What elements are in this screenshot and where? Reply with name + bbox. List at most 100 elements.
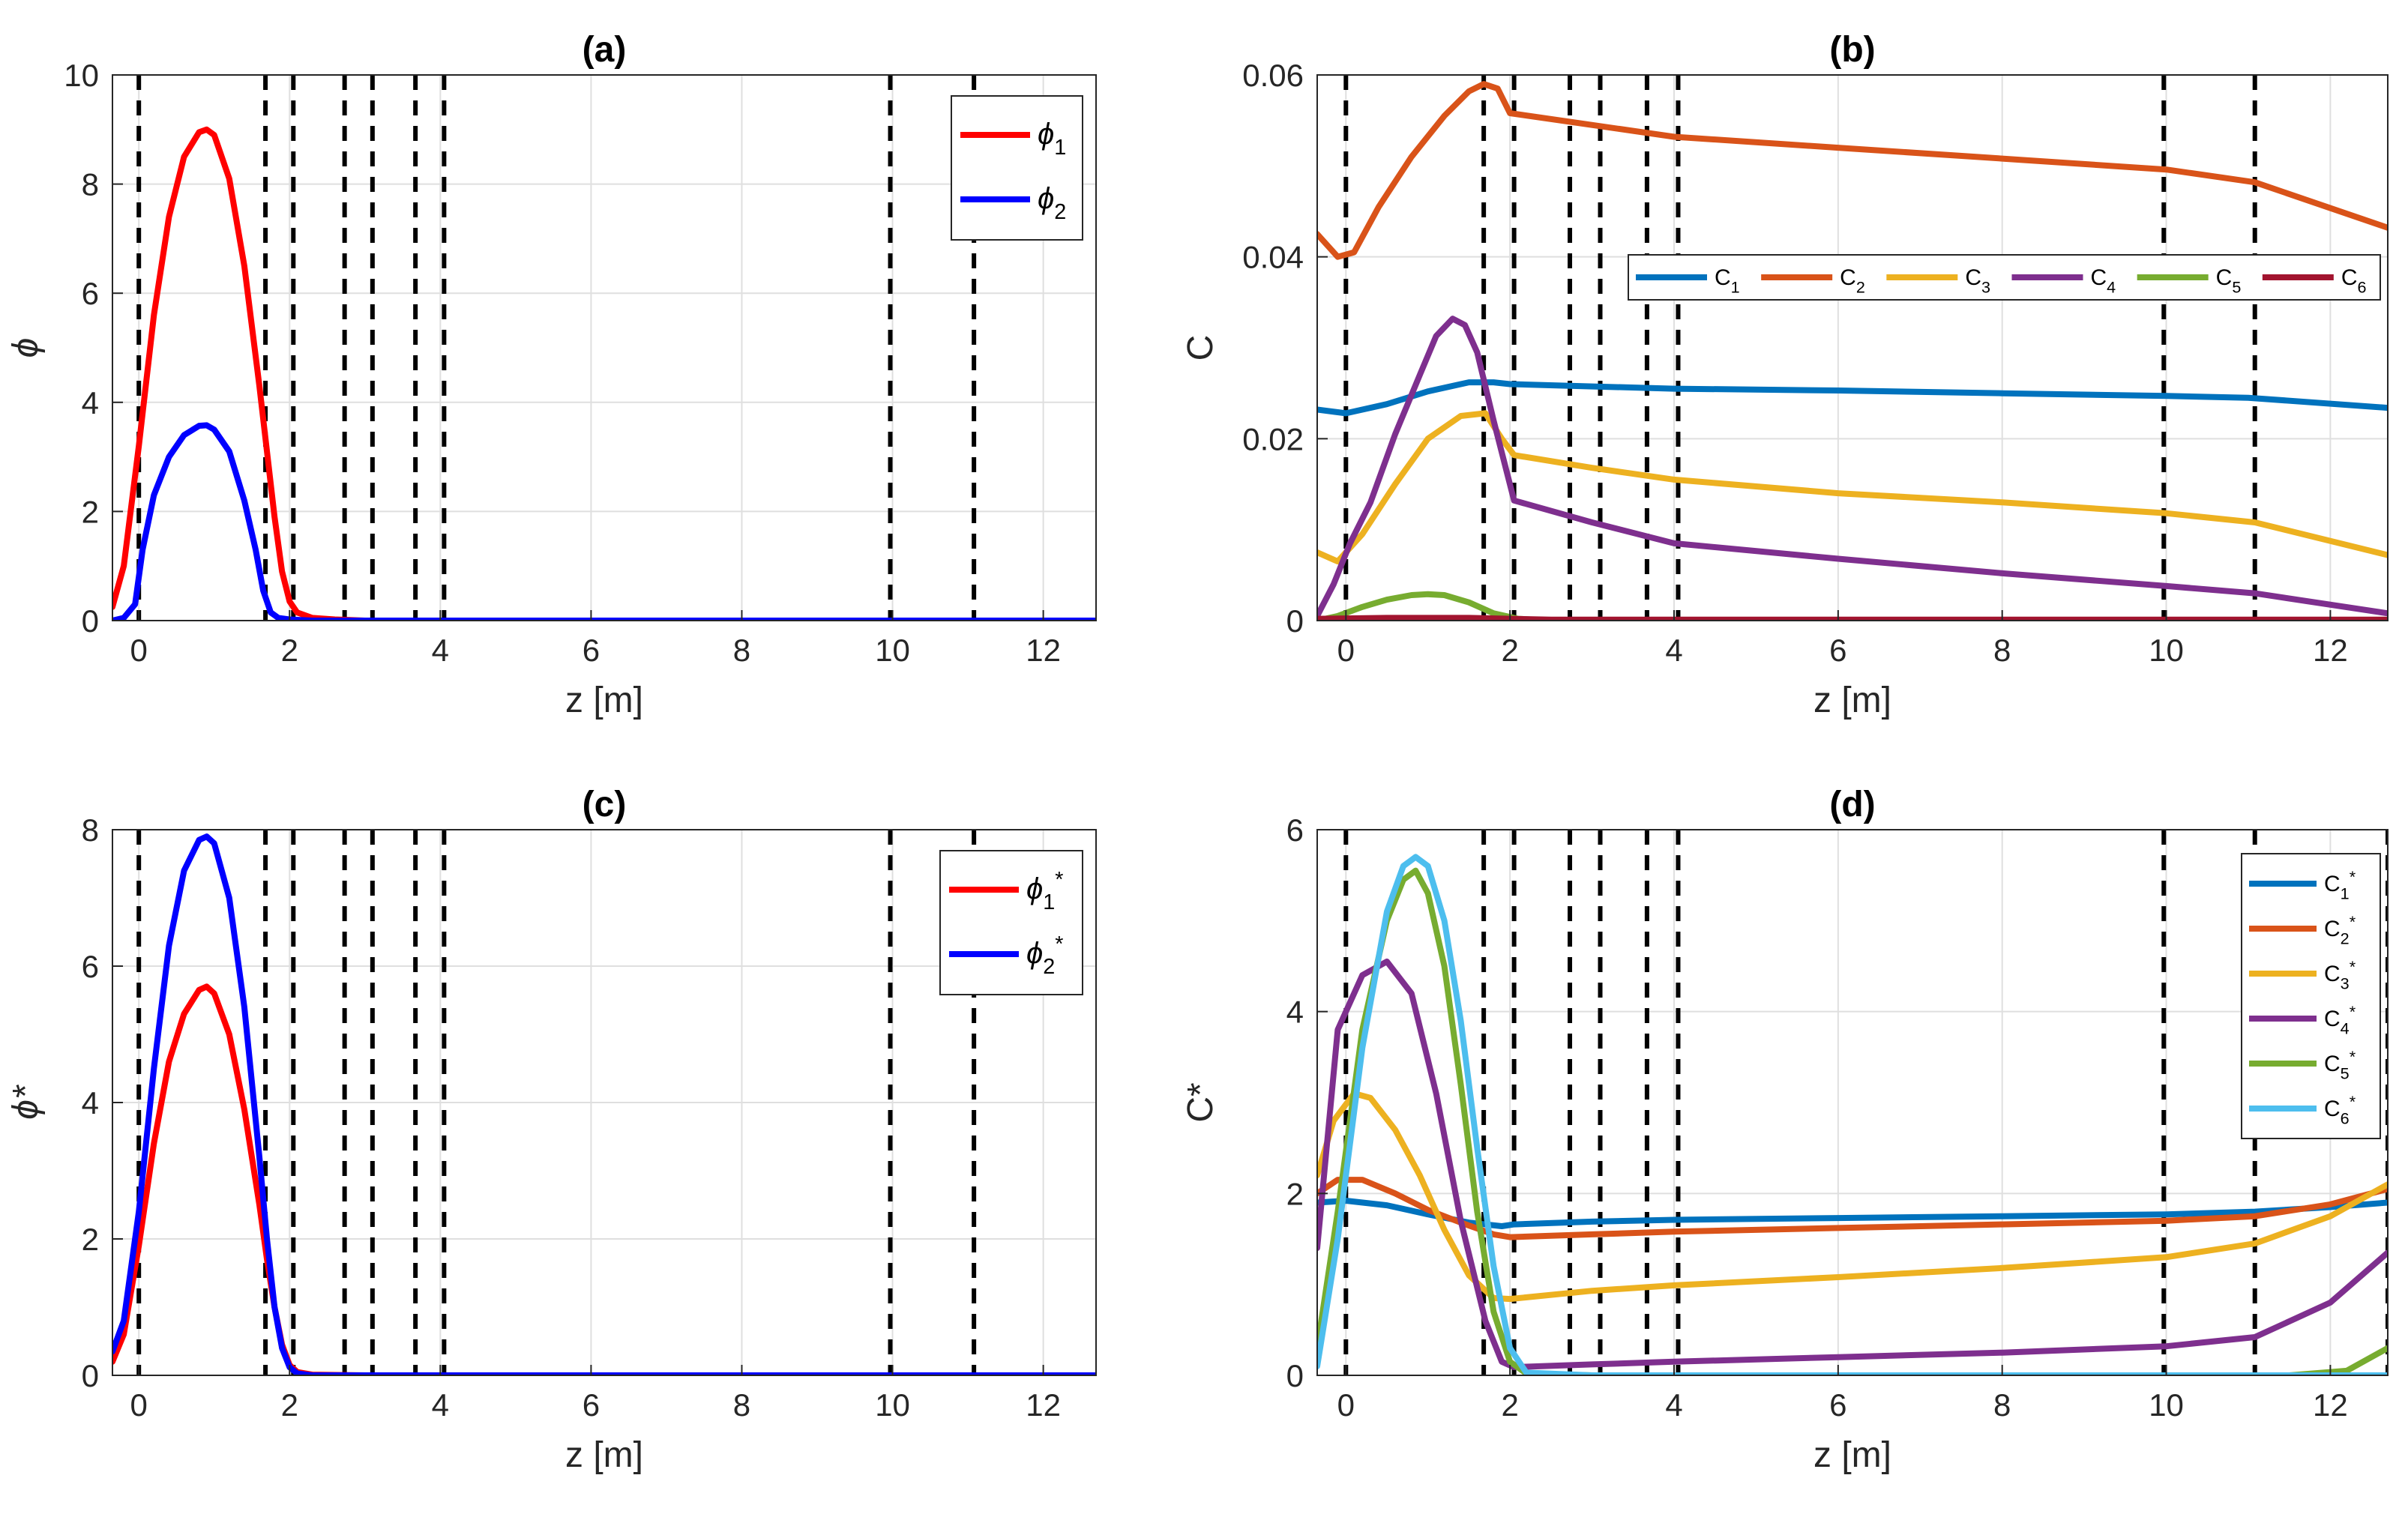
x-tick-label: 10 [2149,1387,2184,1423]
grid [1317,829,2388,1376]
legend-label: C6 [2341,265,2367,297]
series-line-C6-star [1317,854,2388,1375]
y-axis-label: C [1181,335,1220,361]
legend: ϕ1 ϕ2 [951,95,1083,241]
y-axis-label: C* [1181,1082,1220,1122]
legend-label: ϕ2 [1038,182,1066,224]
legend-label: C1* [2324,867,2356,903]
y-axis-label: ϕ [6,338,46,358]
x-tick-label: 6 [583,1387,600,1423]
y-tick-label: 0.02 [1242,421,1304,456]
series-line-C3 [1317,410,2388,565]
legend-label: C4 [2091,265,2116,297]
x-axis-label: z [m] [1813,681,1891,720]
x-tick-label: 10 [875,633,910,668]
series-line-2-star [112,833,1096,1375]
y-axis-label: ϕ* [6,1085,46,1120]
legend-label: ϕ2* [1026,932,1063,979]
x-tick-label: 12 [1026,1387,1061,1423]
series-line-C5 [1317,591,2388,621]
x-tick-label: 0 [130,1387,148,1423]
series-group [112,833,1096,1375]
x-tick-label: 4 [1665,633,1682,668]
chart-title: (a) [583,30,627,70]
x-tick-label: 2 [1501,1387,1518,1423]
y-tick-label: 0 [1286,603,1304,639]
y-tick-label: 0.06 [1242,58,1304,93]
y-tick-label: 2 [1286,1176,1304,1211]
x-tick-label: 12 [2313,633,2348,668]
legend-label: C3* [2324,957,2356,993]
series-line-C1 [1317,379,2388,417]
y-tick-label: 6 [82,949,99,984]
legend: C1* C2* C3* C4* C5* C6* [2241,853,2381,1139]
x-tick-label: 2 [1501,633,1518,668]
x-tick-label: 4 [432,633,449,668]
x-axis-label: z [m] [565,681,643,720]
series-line-C4-star [1317,958,2388,1371]
y-tick-label: 4 [82,1085,99,1121]
y-tick-label: 8 [82,812,99,848]
y-tick-label: 6 [82,276,99,311]
legend-label: C5 [2216,265,2242,297]
chart-title: (d) [1829,785,1875,824]
axes-frame [112,74,1097,621]
series-group [1317,854,2388,1375]
y-tick-label: 0 [82,1358,99,1393]
x-tick-label: 0 [130,633,148,668]
x-tick-label: 6 [583,633,600,668]
legend-box [2241,853,2381,1139]
legend-label: ϕ1 [1038,118,1066,160]
y-tick-label: 8 [82,167,99,202]
chart-title: (c) [583,785,627,824]
y-tick-label: 4 [1286,995,1304,1030]
plot-area [112,75,1096,621]
series-group [112,126,1096,621]
legend: C1 C2 C3 C4 C5 C6 [1628,254,2381,301]
x-tick-label: 0 [1337,1387,1355,1423]
x-tick-label: 4 [1665,1387,1682,1423]
series-line-1 [112,126,1096,621]
legend-label: C4* [2324,1002,2356,1038]
y-tick-label: 10 [64,58,99,93]
x-tick-label: 0 [1337,633,1355,668]
legend: ϕ1*ϕ2* [939,850,1083,995]
x-tick-label: 12 [1026,633,1061,668]
chart-panel-a: 0 2 4 6 8 10 12 0 2 4 6 8 10 (a) z [m] ϕ ϕ1 ϕ2 [6,30,1097,720]
legend-box [1628,254,2381,301]
chart-panel-d: 0 2 4 6 8 10 12 0 2 4 6 (d) z [m] C* C1* C2* C3* C4* C5* C6… [1181,785,2389,1475]
x-axis-label: z [m] [565,1435,643,1475]
legend-box [951,95,1083,241]
x-tick-label: 4 [432,1387,449,1423]
y-tick-label: 2 [82,1222,99,1257]
x-tick-label: 8 [733,633,750,668]
x-tick-label: 10 [875,1387,910,1423]
legend-label: C2 [1840,265,1865,297]
x-tick-label: 6 [1829,1387,1846,1423]
x-tick-label: 6 [1829,633,1846,668]
x-tick-label: 2 [281,1387,298,1423]
x-tick-label: 12 [2313,1387,2348,1423]
x-tick-label: 8 [1993,633,2011,668]
y-tick-label: 4 [82,385,99,420]
series-line-C2-star [1317,1177,2388,1240]
x-tick-label: 2 [281,633,298,668]
legend-label: C2* [2324,912,2356,948]
legend-label: C6* [2324,1092,2356,1128]
y-tick-label: 0 [1286,1358,1304,1393]
axes-frame [1316,829,2389,1376]
legend-label: C1 [1715,265,1740,297]
series-line-C6 [1317,615,2388,621]
legend-label: ϕ1* [1026,868,1063,914]
series-line-C4 [1317,316,2388,619]
x-tick-label: 8 [1993,1387,2011,1423]
x-tick-label: 10 [2149,633,2184,668]
series-line-C1-star [1317,1198,2388,1229]
y-tick-label: 2 [82,494,99,529]
legend-label: C5* [2324,1047,2356,1083]
series-group [1317,81,2388,621]
y-tick-label: 0.04 [1242,240,1304,275]
legend-box [939,850,1083,995]
